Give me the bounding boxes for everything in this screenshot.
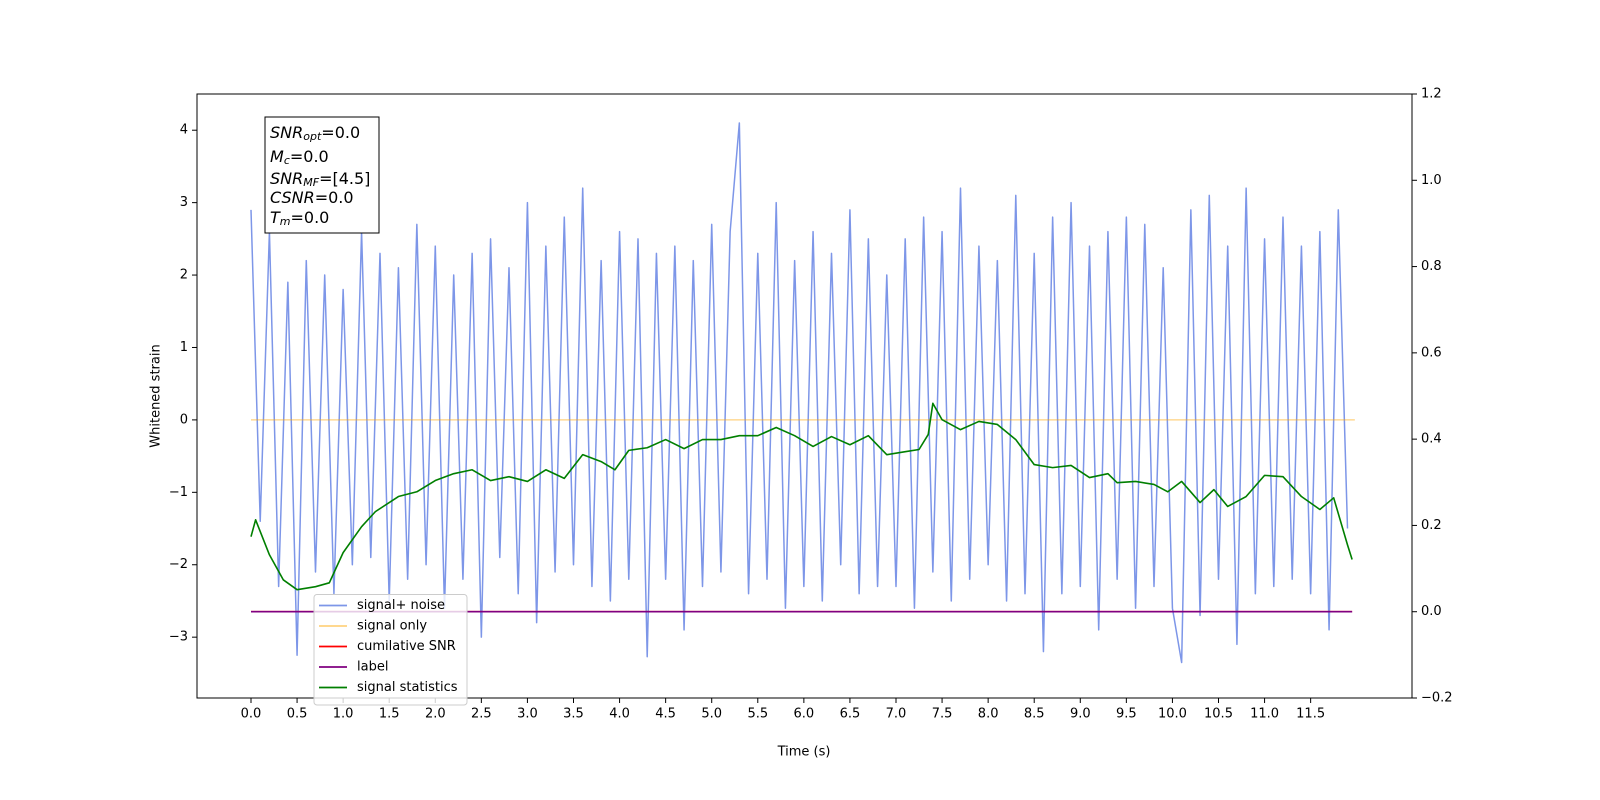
annotation-line: Tm=0.0 bbox=[270, 208, 329, 229]
x-axis-label: Time (s) bbox=[777, 745, 831, 760]
legend-label: signal only bbox=[357, 619, 427, 634]
y-tick-label: 0 bbox=[180, 412, 188, 427]
annotation-line: Mc=0.0 bbox=[270, 147, 329, 168]
annotation-line: SNRMF=[4.5] bbox=[270, 169, 370, 190]
plot-frame bbox=[196, 93, 1413, 699]
x-tick-label: 3.0 bbox=[517, 707, 538, 722]
x-tick-label: 3.5 bbox=[563, 707, 584, 722]
y2-tick-label: −0.2 bbox=[1421, 691, 1453, 706]
annotation-symbol: M bbox=[270, 147, 284, 166]
x-tick-label: 0.0 bbox=[241, 707, 262, 722]
y2-tick-label: 0.0 bbox=[1421, 604, 1442, 619]
legend-label: cumilative SNR bbox=[357, 639, 456, 654]
x-tick-label: 6.5 bbox=[840, 707, 861, 722]
x-tick-label: 2.0 bbox=[425, 707, 446, 722]
x-tick-label: 5.5 bbox=[747, 707, 768, 722]
annotation-text: =0.0 bbox=[315, 188, 354, 207]
x-tick-label: 8.0 bbox=[978, 707, 999, 722]
annotation-symbol: CSNR bbox=[270, 188, 315, 207]
x-tick-label: 7.0 bbox=[886, 707, 907, 722]
annotation-text: =0.0 bbox=[321, 123, 360, 142]
legend-label: signal+ noise bbox=[357, 598, 445, 613]
annotation-line: CSNR=0.0 bbox=[270, 188, 354, 207]
annotation-subscript: MF bbox=[303, 176, 319, 189]
x-tick-label: 11.5 bbox=[1296, 707, 1325, 722]
y2-tick-label: 0.6 bbox=[1421, 345, 1442, 360]
series-line bbox=[250, 402, 1353, 591]
annotation-box bbox=[264, 116, 380, 234]
x-tick-label: 5.0 bbox=[701, 707, 722, 722]
x-tick-label: 10.5 bbox=[1204, 707, 1233, 722]
x-tick-label: 9.5 bbox=[1116, 707, 1137, 722]
x-tick-label: 4.0 bbox=[609, 707, 630, 722]
y-tick-label: 4 bbox=[180, 123, 188, 138]
x-tick-label: 1.0 bbox=[333, 707, 354, 722]
annotation-subscript: opt bbox=[303, 130, 322, 143]
y-tick-label: 3 bbox=[180, 195, 188, 210]
legend-label: label bbox=[357, 660, 388, 675]
y-tick-label: −3 bbox=[169, 630, 188, 645]
y2-tick-label: 1.0 bbox=[1421, 173, 1442, 188]
annotation-subscript: m bbox=[280, 215, 291, 228]
y-axis-label: Whitened strain bbox=[149, 344, 164, 447]
annotation-text: =0.0 bbox=[291, 208, 330, 227]
y2-tick-label: 0.8 bbox=[1421, 259, 1442, 274]
annotation-text: =0.0 bbox=[290, 147, 329, 166]
x-tick-label: 11.0 bbox=[1250, 707, 1279, 722]
x-tick-label: 7.5 bbox=[932, 707, 953, 722]
x-tick-label: 1.5 bbox=[379, 707, 400, 722]
x-tick-label: 2.5 bbox=[471, 707, 492, 722]
x-tick-label: 4.5 bbox=[655, 707, 676, 722]
x-tick-label: 10.0 bbox=[1158, 707, 1187, 722]
y-tick-label: 1 bbox=[180, 340, 188, 355]
annotation-subscript: c bbox=[284, 154, 290, 167]
y2-tick-label: 1.2 bbox=[1421, 87, 1442, 102]
series-line bbox=[250, 122, 1349, 664]
y-tick-label: −2 bbox=[169, 557, 188, 572]
y2-tick-label: 0.2 bbox=[1421, 518, 1442, 533]
x-tick-label: 0.5 bbox=[287, 707, 308, 722]
x-tick-label: 9.0 bbox=[1070, 707, 1091, 722]
annotation-line: SNRopt=0.0 bbox=[270, 123, 360, 144]
y-tick-label: 2 bbox=[180, 268, 188, 283]
y2-tick-label: 0.4 bbox=[1421, 432, 1442, 447]
annotation-symbol: SNR bbox=[270, 169, 303, 188]
legend-label: signal statistics bbox=[357, 680, 458, 695]
x-tick-label: 6.0 bbox=[794, 707, 815, 722]
annotation-text: =[4.5] bbox=[319, 169, 370, 188]
legend-box bbox=[313, 594, 468, 706]
y-tick-label: −1 bbox=[169, 485, 188, 500]
annotation-symbol: SNR bbox=[270, 123, 303, 142]
annotation-symbol: T bbox=[270, 208, 281, 227]
x-tick-label: 8.5 bbox=[1024, 707, 1045, 722]
